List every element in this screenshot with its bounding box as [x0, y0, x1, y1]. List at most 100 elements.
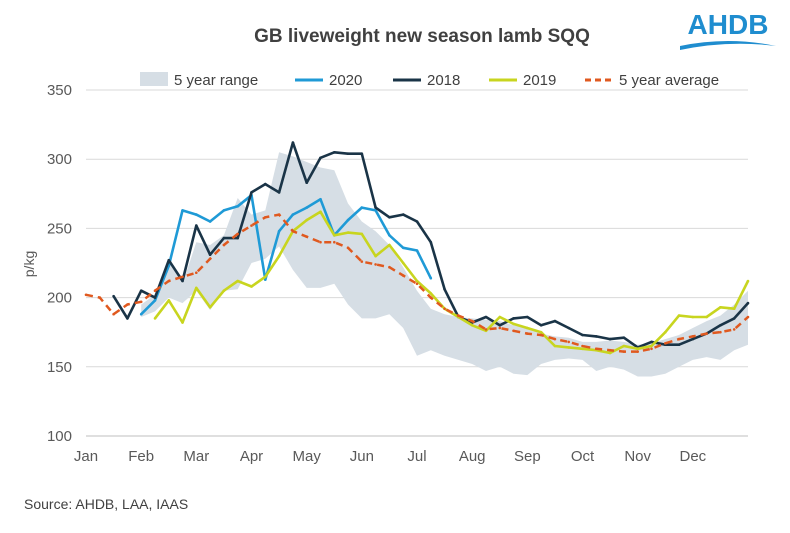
data-point — [691, 335, 695, 338]
data-point — [98, 296, 102, 299]
data-point — [346, 246, 350, 250]
data-point — [153, 299, 157, 302]
x-tick-label: Jan — [74, 448, 98, 465]
data-point — [650, 340, 653, 344]
data-point — [319, 198, 322, 201]
data-point — [746, 315, 750, 319]
data-point — [650, 347, 653, 351]
series-layer — [84, 141, 750, 355]
data-point — [567, 346, 570, 349]
data-point — [167, 299, 171, 302]
data-point — [650, 344, 653, 348]
data-point — [677, 314, 681, 317]
legend: 5 year range 2020 2018 2019 5 year average — [140, 72, 719, 89]
data-point — [636, 347, 639, 351]
data-point — [732, 307, 736, 311]
source-note: Source: AHDB, LAA, IAAS — [24, 496, 189, 512]
data-point — [443, 307, 446, 311]
data-point — [388, 265, 391, 269]
data-point — [388, 243, 391, 247]
data-point — [195, 224, 198, 227]
data-point — [153, 289, 157, 293]
data-point — [195, 286, 198, 290]
data-point — [719, 324, 722, 327]
data-point — [84, 293, 88, 297]
data-point — [677, 337, 681, 341]
data-point — [360, 260, 364, 263]
data-point — [167, 279, 171, 283]
data-point — [374, 209, 377, 212]
data-point — [264, 275, 267, 279]
data-point — [608, 337, 612, 341]
data-point — [429, 292, 433, 295]
data-point — [236, 279, 239, 283]
x-tick-label: Jun — [350, 448, 374, 465]
data-point — [498, 315, 502, 319]
x-tick-label: Apr — [240, 448, 263, 465]
data-point — [195, 271, 198, 275]
data-point — [484, 315, 488, 319]
data-point — [167, 258, 171, 262]
data-point — [622, 336, 626, 340]
data-point — [401, 246, 405, 250]
data-point — [664, 330, 667, 334]
data-point — [636, 350, 639, 353]
data-point — [222, 289, 226, 293]
data-point — [291, 229, 295, 233]
x-tick-label: Mar — [183, 448, 209, 465]
data-point — [250, 191, 253, 194]
data-point — [222, 243, 226, 247]
data-point — [222, 236, 226, 240]
data-point — [429, 276, 433, 280]
data-point — [277, 191, 281, 194]
x-tick-label: Dec — [679, 448, 706, 465]
data-point — [705, 315, 708, 319]
x-axis: Jan Feb Mar Apr May Jun Jul Aug Sep Oct Nov Dec — [74, 448, 707, 465]
data-point — [539, 333, 543, 337]
data-point — [360, 232, 364, 236]
data-point — [264, 182, 267, 186]
data-point — [139, 312, 143, 316]
data-point — [415, 249, 419, 252]
y-tick-label: 250 — [47, 220, 72, 237]
x-tick-label: Feb — [128, 448, 154, 465]
data-point — [236, 232, 239, 236]
legend-item: 2019 — [489, 72, 556, 89]
data-point — [719, 330, 722, 334]
legend-item: 2020 — [295, 72, 362, 89]
legend-label: 5 year average — [619, 72, 719, 89]
data-point — [305, 235, 309, 238]
data-point — [181, 275, 184, 279]
data-point — [526, 326, 529, 330]
x-tick-label: May — [292, 448, 321, 465]
data-point — [608, 351, 612, 355]
data-point — [333, 240, 336, 244]
data-point — [222, 209, 226, 212]
legend-label: 5 year range — [174, 72, 258, 89]
legend-swatch — [140, 72, 168, 86]
data-point — [595, 335, 598, 338]
data-point — [526, 315, 529, 319]
data-point — [277, 229, 281, 233]
data-point — [429, 240, 433, 244]
data-point — [181, 209, 184, 212]
data-point — [333, 234, 336, 237]
data-point — [126, 317, 129, 320]
legend-label: 2018 — [427, 72, 460, 89]
data-point — [677, 343, 681, 347]
data-point — [470, 324, 474, 327]
y-tick-label: 300 — [47, 151, 72, 168]
y-tick-label: 100 — [47, 428, 72, 445]
data-point — [581, 333, 584, 337]
logo-swoosh-icon — [680, 41, 776, 50]
data-point — [346, 152, 350, 155]
data-point — [512, 322, 515, 326]
data-point — [705, 332, 708, 335]
data-point — [346, 231, 350, 234]
data-point — [181, 321, 184, 324]
data-point — [512, 317, 515, 320]
data-point — [388, 234, 391, 237]
data-point — [291, 141, 295, 144]
data-point — [208, 257, 212, 261]
